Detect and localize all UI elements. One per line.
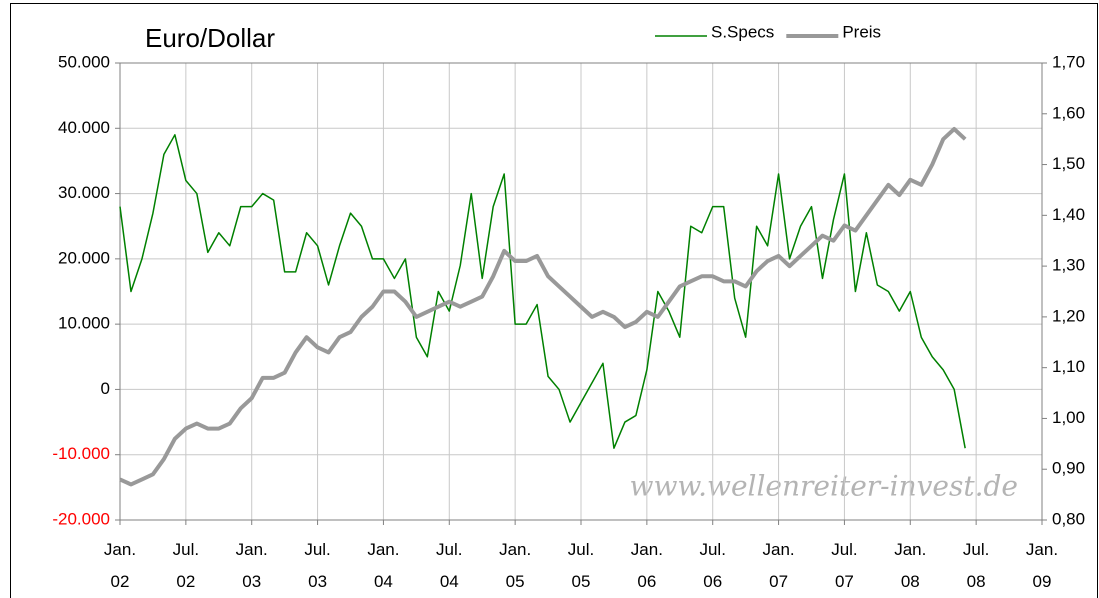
- y-tick-label: 0: [101, 379, 110, 398]
- y2-tick-label: 1,00: [1052, 408, 1085, 427]
- x-tick-label: Jan. 08: [894, 540, 926, 591]
- x-tick-label: Jan. 04: [367, 540, 399, 591]
- legend-label: Preis: [842, 22, 881, 41]
- watermark: www.wellenreiter-invest.de: [630, 470, 1019, 503]
- x-tick-label: Jul. 02: [173, 540, 199, 591]
- y2-tick-label: 0,80: [1052, 509, 1085, 528]
- y2-tick-label: 1,20: [1052, 306, 1085, 325]
- x-tick-label: Jul. 07: [831, 540, 857, 591]
- y2-tick-label: 0,90: [1052, 459, 1085, 478]
- legend-label: S.Specs: [711, 22, 774, 41]
- x-tick-label: Jul. 04: [436, 540, 462, 591]
- x-tick-label: Jan. 09: [1026, 540, 1058, 591]
- x-tick-label: Jan. 07: [763, 540, 795, 591]
- y-tick-label: 40.000: [58, 118, 110, 137]
- x-tick-label: Jan. 02: [104, 540, 136, 591]
- series-line: [119, 127, 967, 487]
- x-tick-label: Jul. 03: [304, 540, 330, 591]
- y2-tick-label: 1,40: [1052, 205, 1085, 224]
- chart-title: Euro/Dollar: [145, 23, 275, 53]
- y-tick-label: 20.000: [58, 248, 110, 267]
- y-tick-label: -10.000: [52, 444, 110, 463]
- y-tick-label: -20.000: [52, 509, 110, 528]
- x-tick-label: Jan. 03: [236, 540, 268, 591]
- x-tick-label: Jul. 08: [963, 540, 989, 591]
- y2-tick-label: 1,70: [1052, 52, 1085, 71]
- x-tick-label: Jan. 06: [631, 540, 663, 591]
- y-tick-label: 10.000: [58, 314, 110, 333]
- x-tick-label: Jul. 05: [568, 540, 594, 591]
- x-tick-label: Jan. 05: [499, 540, 531, 591]
- x-tick-label: Jul. 06: [699, 540, 725, 591]
- chart-border: [10, 3, 1098, 598]
- y-tick-label: 50.000: [58, 52, 110, 71]
- y2-tick-label: 1,30: [1052, 256, 1085, 275]
- y2-tick-label: 1,50: [1052, 154, 1085, 173]
- y2-tick-label: 1,10: [1052, 357, 1085, 376]
- series-line: [119, 134, 966, 449]
- y-tick-label: 30.000: [58, 183, 110, 202]
- plot-border: [119, 62, 1043, 521]
- y2-tick-label: 1,60: [1052, 103, 1085, 122]
